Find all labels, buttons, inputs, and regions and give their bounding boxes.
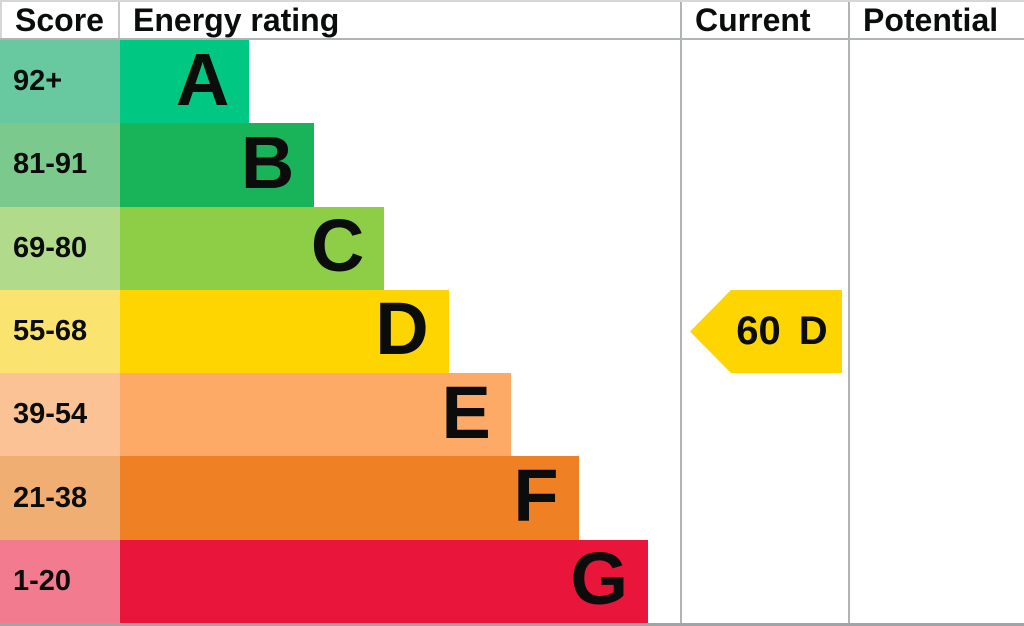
current-cell (682, 123, 850, 207)
energy-rating-cell: E (120, 370, 682, 457)
current-cell (682, 456, 850, 540)
energy-rating-cell: C (120, 204, 682, 290)
potential-cell (850, 290, 1024, 373)
header-energy-rating: Energy rating (120, 2, 682, 38)
potential-cell (850, 40, 1024, 123)
band-row-g: 1-20 G (0, 537, 1024, 623)
header-score: Score (0, 2, 120, 38)
energy-rating-bar: C (120, 204, 385, 290)
header-row: Score Energy rating Current Potential (0, 0, 1024, 40)
energy-rating-cell: D (120, 287, 682, 374)
potential-cell (850, 456, 1024, 539)
band-score-range: 1-20 (0, 539, 120, 623)
band-row-a: 92+ A (0, 37, 1024, 124)
energy-rating-bar: B (120, 120, 315, 207)
band-rows: 92+ A 81-91 B 69-80 C 55-68 D 60 D 39-54 E 21-38 F 1-2… (0, 40, 1024, 623)
band-row-b: 81-91 B (0, 120, 1024, 207)
band-letter: G (570, 537, 629, 621)
band-row-f: 21-38 F (0, 454, 1024, 540)
potential-cell (850, 123, 1024, 206)
current-band-letter: D (798, 309, 828, 354)
current-score-value: 60 (736, 309, 781, 354)
band-letter: C (310, 204, 365, 288)
energy-rating-bar: D (120, 287, 449, 374)
band-letter: D (375, 287, 429, 371)
current-cell (682, 373, 850, 457)
energy-rating-bar: F (120, 454, 579, 540)
band-score-range: 21-38 (0, 456, 120, 540)
energy-rating-bar: E (120, 370, 511, 457)
current-cell: 60 D (682, 289, 850, 374)
current-rating-arrow: 60 D (690, 289, 842, 374)
energy-rating-cell: G (120, 537, 682, 623)
header-potential: Potential (863, 2, 999, 38)
current-cell (682, 539, 850, 623)
current-cell (682, 206, 850, 290)
energy-rating-bar: A (120, 37, 250, 124)
band-letter: F (513, 454, 559, 538)
band-score-range: 69-80 (0, 206, 120, 290)
energy-rating-bar: G (120, 537, 649, 623)
band-score-range: 39-54 (0, 373, 120, 457)
energy-rating-cell: F (120, 454, 682, 540)
band-score-range: 81-91 (0, 123, 120, 207)
energy-rating-cell: A (120, 37, 682, 124)
potential-cell (850, 540, 1024, 623)
potential-cell (850, 373, 1024, 456)
header-current: Current (682, 2, 850, 38)
potential-cell (850, 207, 1024, 290)
band-row-c: 69-80 C (0, 204, 1024, 290)
band-score-range: 92+ (0, 40, 120, 124)
band-row-e: 39-54 E (0, 370, 1024, 457)
band-row-d: 55-68 D 60 D (0, 287, 1024, 374)
band-score-range: 55-68 (0, 289, 120, 374)
band-letter: E (441, 370, 491, 454)
energy-rating-cell: B (120, 120, 682, 207)
band-letter: A (175, 37, 230, 121)
band-letter: B (240, 120, 295, 204)
current-cell (682, 40, 850, 124)
